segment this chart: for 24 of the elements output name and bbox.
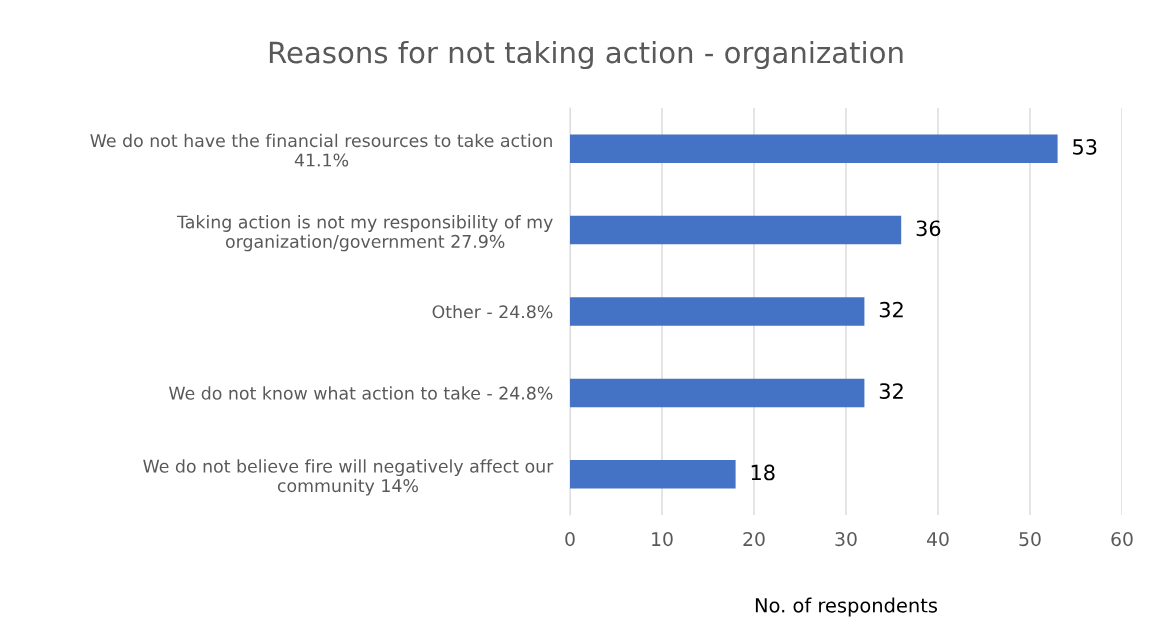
bar [570,460,736,489]
data-label: 32 [879,383,903,399]
x-tick-label: 60 [1111,532,1133,547]
y-tick-label: We do not have the financial resources to take action 41.1% [90,133,552,167]
x-tick-label: 20 [743,532,765,547]
x-tick-label: 50 [1019,532,1041,547]
bar [570,378,865,408]
bar [570,297,865,326]
bar [570,134,1058,163]
x-tick-label: 0 [565,532,575,547]
y-tick-label: We do not believe fire will negatively affect our community 14% [143,459,554,496]
y-tick-label: Other - 24.8% [432,304,553,319]
x-tick-label: 30 [835,532,857,547]
x-tick-label: 40 [926,532,949,547]
data-label: 32 [879,301,903,318]
x-axis-title: No. of respondents [755,597,938,617]
x-tick-label: 10 [652,532,673,547]
bar [570,215,902,245]
y-tick-label: Taking action is not my responsibility of my organization/government 27.9% [176,215,553,252]
data-label: 53 [1073,138,1097,155]
y-tick-label: We do not know what action to take - 24.8% [168,386,553,400]
chart-title: Reasons for not taking action - organization [269,40,903,70]
data-label: 18 [751,464,775,481]
data-label: 36 [916,220,941,237]
